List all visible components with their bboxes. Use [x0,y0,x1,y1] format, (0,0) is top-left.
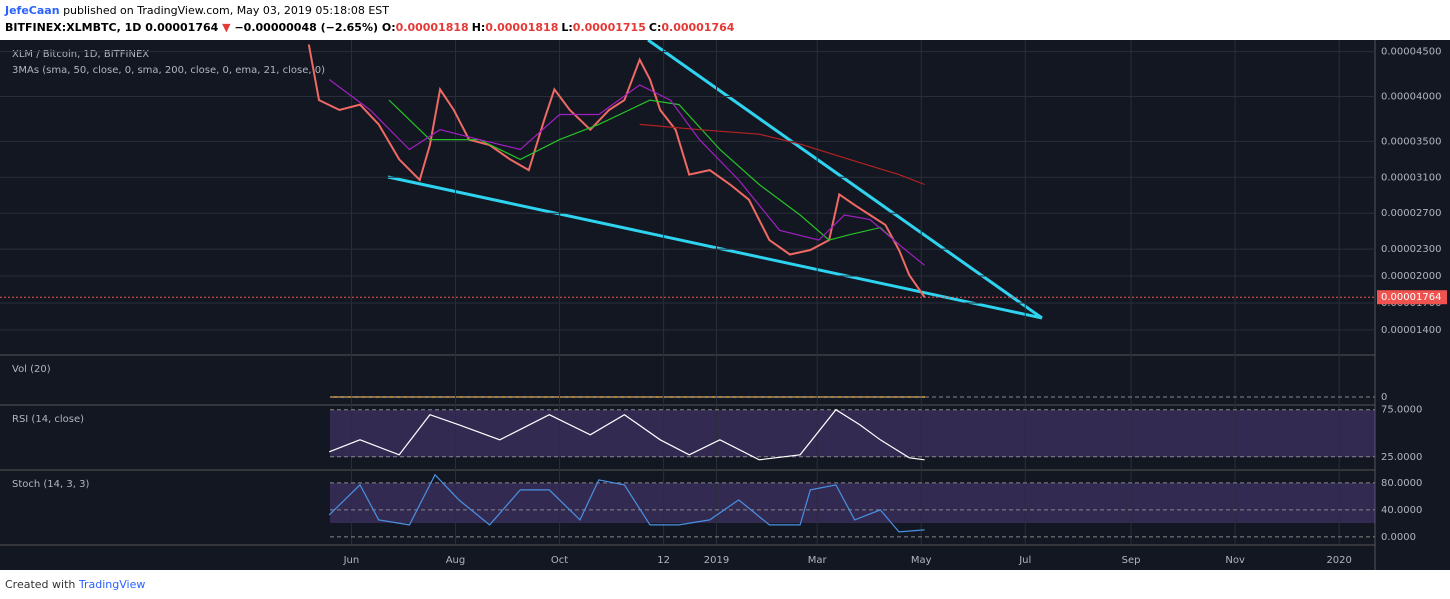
rsi-band [330,410,1375,457]
y-tick-label: 0.00001400 [1381,325,1441,336]
ohlc-key: L: [561,21,573,34]
y-tick-label: 0.00003100 [1381,172,1441,183]
y-tick-label: 40.0000 [1381,505,1422,516]
x-tick-label: Nov [1225,555,1245,566]
y-tick-label: 0.00002300 [1381,244,1441,255]
ohlc-value: 0.00001715 [572,21,646,34]
x-tick-label: 12 [657,555,670,566]
y-tick-label: 0.0000 [1381,532,1416,543]
x-tick-label: Sep [1122,555,1141,566]
series-line [388,99,900,246]
ohlc-key: H: [471,21,486,34]
trendline [387,175,1043,320]
symbol-line: BITFINEX:XLMBTC, 1D 0.00001764 ▼ −0.0000… [5,21,737,34]
y-tick-label: 0.00002700 [1381,208,1441,219]
x-tick-label: May [911,555,932,566]
publish-line: JefeCaan published on TradingView.com, M… [5,4,389,17]
x-tick-label: Mar [808,555,828,566]
symbol: BITFINEX:XLMBTC, 1D [5,21,142,34]
series-line [307,44,926,298]
last-price-box [1377,290,1447,305]
y-tick-label: 0.00004500 [1381,47,1441,58]
ohlc-value: 0.00001764 [661,21,735,34]
ohlc-value: 0.00001818 [395,21,469,34]
x-tick-label: Jul [1018,555,1031,566]
author[interactable]: JefeCaan [5,4,60,17]
trendline [647,40,1043,320]
y-tick-label: 75.0000 [1381,405,1422,416]
published: published on TradingView.com, May 03, 20… [63,4,389,17]
chart: Jun Aug Oct 12 2019 Mar May Jul Sep Nov 2020 XLM / … [0,40,1450,570]
ohlc-key: C: [648,21,662,34]
y-tick-label: 0.00004000 [1381,92,1441,103]
price: 0.00001764 [145,21,219,34]
pane-title: XLM / Bitcoin, 1D, BITFINEX [12,49,149,60]
x-tick-label: 2020 [1326,555,1351,566]
pane-title: Vol (20) [12,364,51,375]
series-line [328,473,925,533]
change: −0.00000048 (−2.65%) [234,21,379,34]
series-line [328,79,925,266]
x-tick-label: Jun [343,555,360,566]
ohlc: O:0.00001818 H:0.00001818 L:0.00001715 C:0.… [382,21,738,34]
arrow: ▼ [222,21,231,34]
x-tick-label: 2019 [704,555,729,566]
y-tick-label: 0.00003500 [1381,136,1441,147]
last-price-label: 0.00001764 [1381,292,1441,303]
y-tick-label: 0 [1381,392,1387,403]
brand[interactable]: TradingView [78,578,146,591]
pane-subtitle: 3MAs (sma, 50, close, 0, sma, 200, close… [12,65,325,76]
background [0,40,1450,570]
created: Created with [5,578,76,591]
footer: Created with TradingView [5,578,145,591]
series-line [639,123,925,186]
series-line [328,408,925,461]
ohlc-key: O: [381,21,396,34]
x-tick-label: Oct [551,555,568,566]
y-tick-label: 0.00002000 [1381,271,1441,282]
ohlc-value: 0.00001818 [485,21,559,34]
y-tick-label: 25.0000 [1381,452,1422,463]
y-tick-label: 80.0000 [1381,478,1422,489]
x-tick-label: Aug [446,555,466,566]
pane-title: Stoch (14, 3, 3) [12,479,89,490]
pane-title: RSI (14, close) [12,414,84,425]
